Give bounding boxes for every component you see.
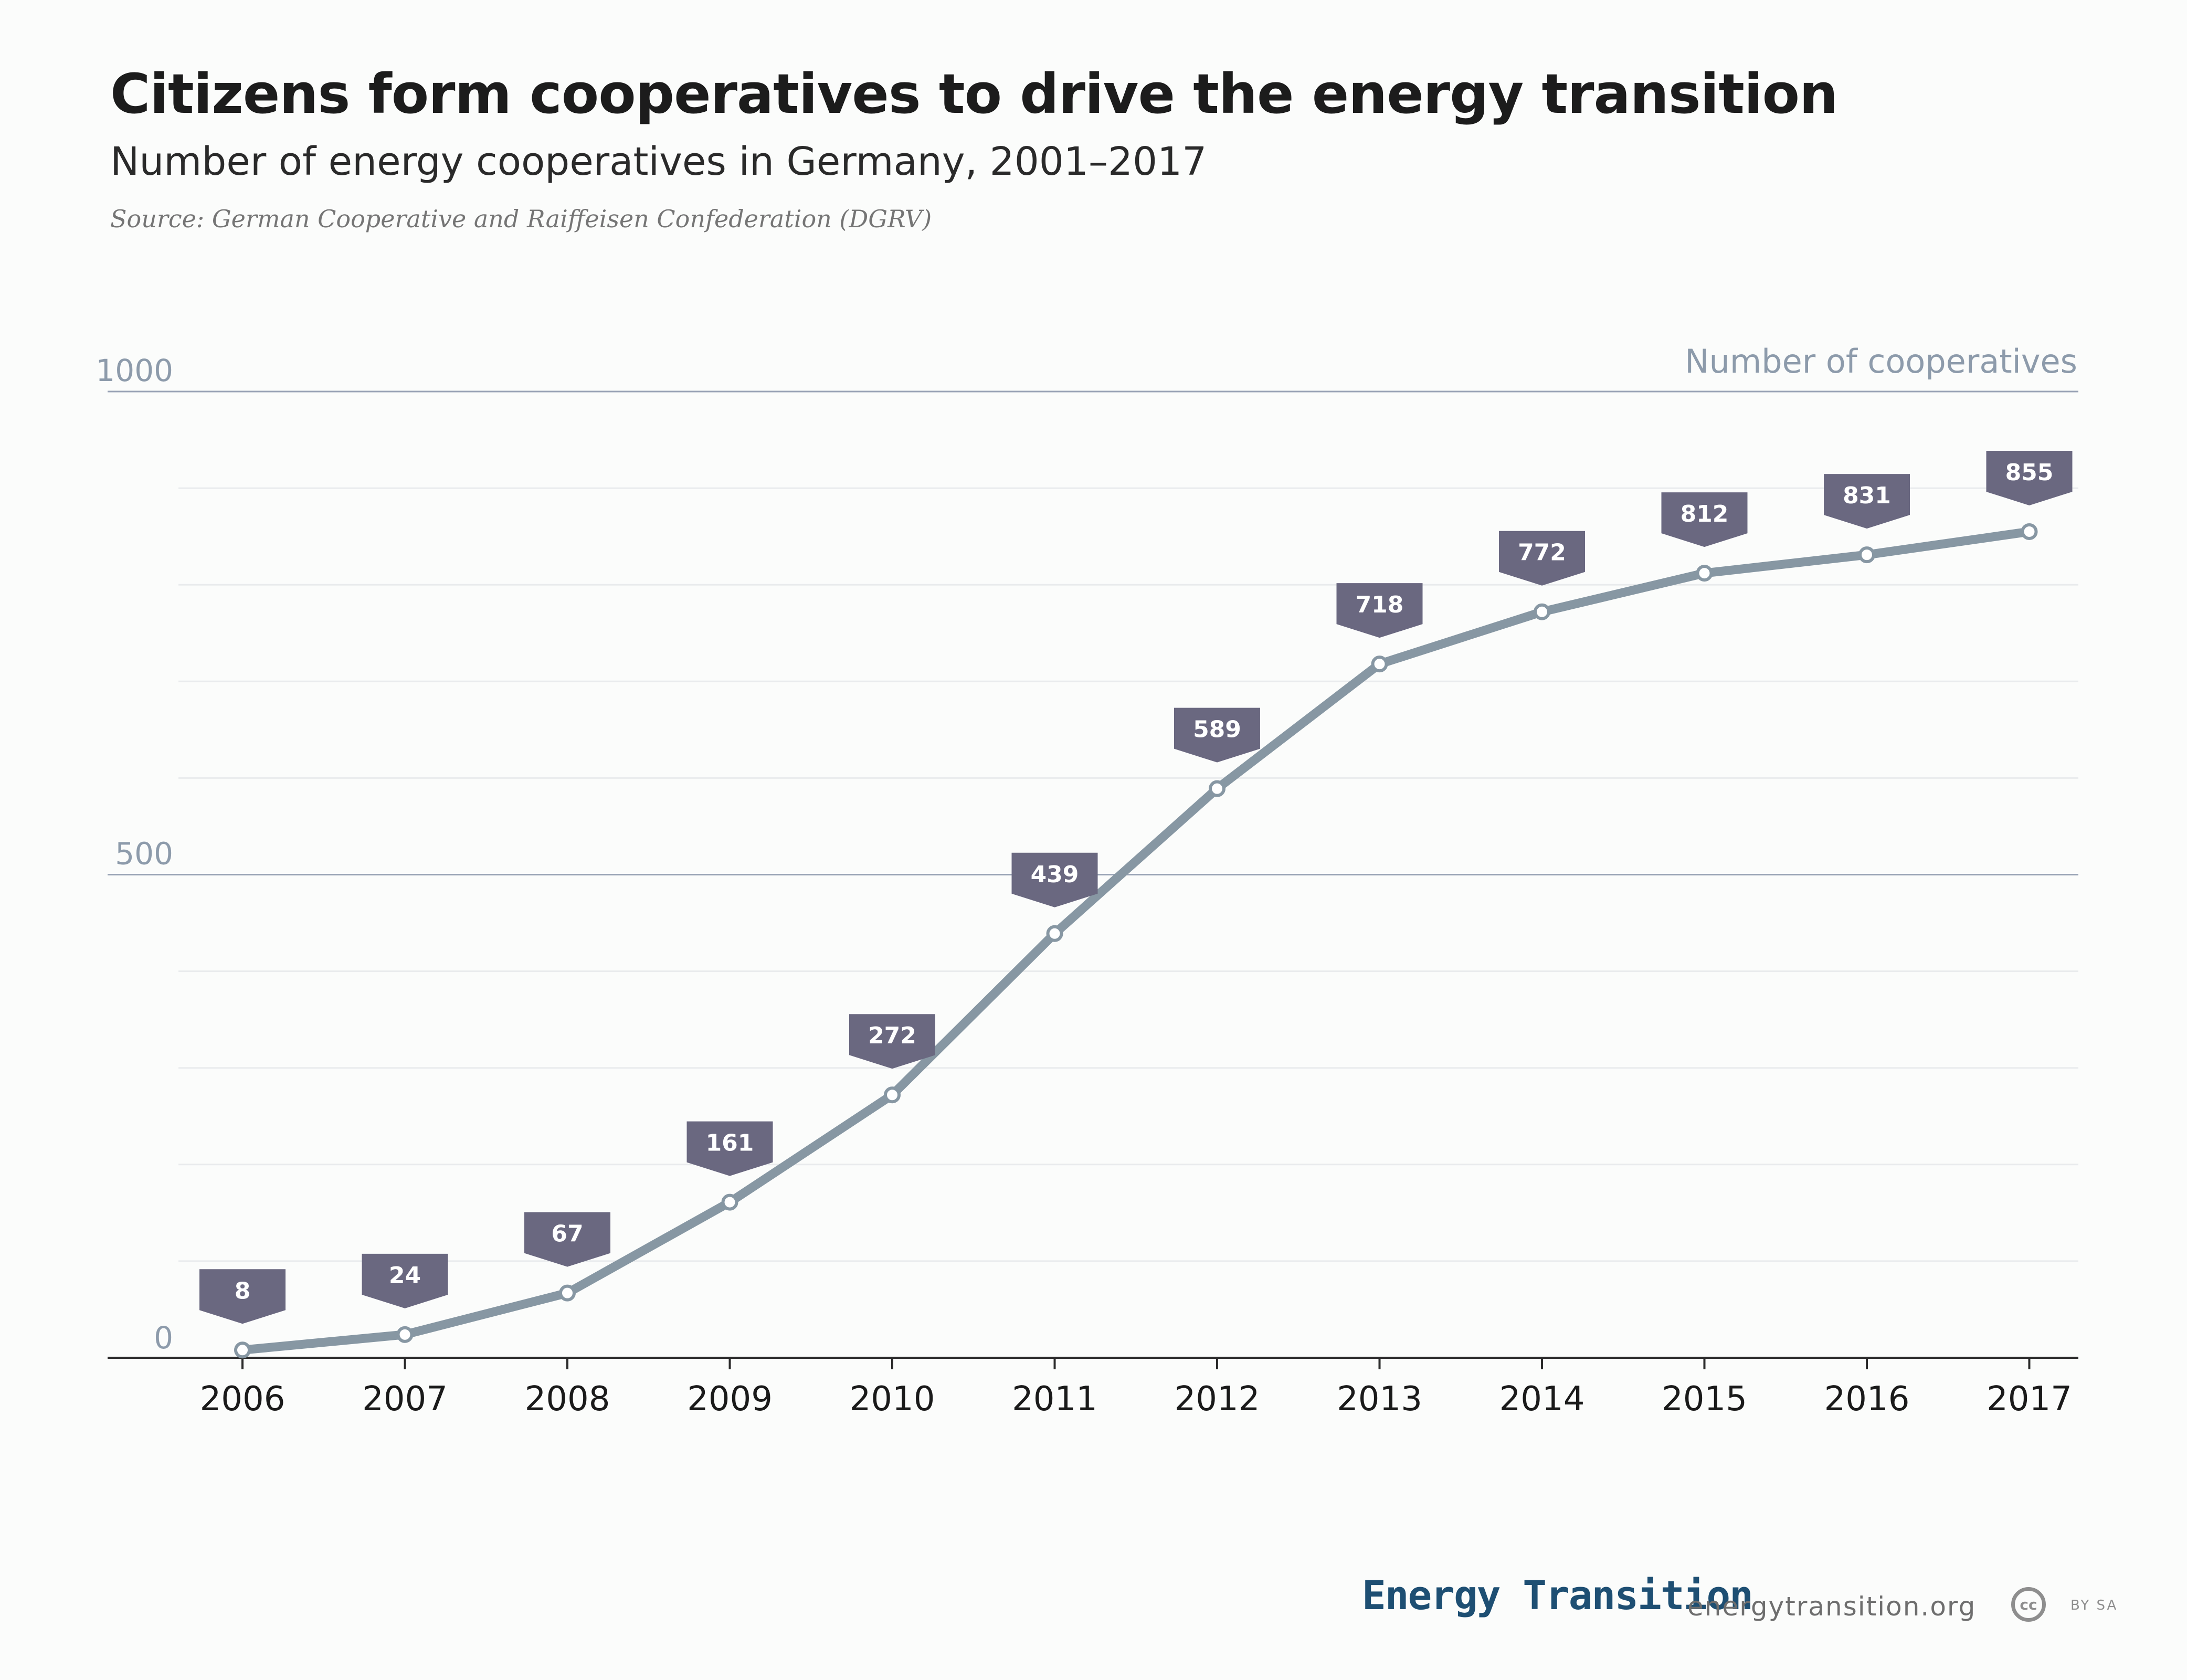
data-labels: 8 24 67 161 272 439 589 718 772 812 831 855 [199, 450, 2073, 1324]
data-label-box [1824, 474, 1910, 529]
data-label: 67 [551, 1221, 583, 1248]
data-point [721, 1193, 738, 1211]
x-tick-label: 2017 [1987, 1380, 2072, 1419]
footer-url[interactable]: energytransition.org [1687, 1591, 1977, 1622]
data-label: 855 [2005, 459, 2054, 486]
data-label: 812 [1681, 501, 1729, 527]
data-label-box [199, 1269, 286, 1324]
x-tick-label: 2012 [1175, 1380, 1260, 1419]
x-tick-label: 2007 [362, 1380, 448, 1419]
energy-transition-logo: Energy Transition [1362, 1572, 1753, 1619]
chart-source: Source: German Cooperative and Raiffeise… [110, 205, 932, 233]
x-axis-ticks: 2006 2007 2008 2009 2010 2011 2012 2013 2014 2015… [200, 1358, 2072, 1419]
y-tick-label: 0 [154, 1320, 173, 1356]
data-point [2021, 523, 2038, 540]
data-point [234, 1341, 251, 1359]
x-tick-label: 2006 [200, 1380, 286, 1419]
data-label-box [1174, 707, 1260, 763]
y-tick-label: 1000 [96, 353, 173, 388]
x-tick-label: 2015 [1662, 1380, 1747, 1419]
data-point [1209, 780, 1225, 797]
y-tick-label: 500 [115, 836, 173, 872]
x-tick-label: 2014 [1499, 1380, 1585, 1419]
data-label-box [1499, 531, 1585, 586]
chart-subtitle: Number of energy cooperatives in Germany… [110, 139, 1207, 184]
data-label-box [849, 1014, 935, 1069]
data-label: 772 [1518, 540, 1566, 566]
data-point [396, 1326, 414, 1343]
data-point [1534, 603, 1550, 620]
data-label-box [362, 1253, 448, 1308]
data-label: 831 [1843, 482, 1891, 509]
data-label: 439 [1031, 861, 1079, 888]
data-label: 589 [1193, 716, 1241, 743]
data-label: 718 [1356, 591, 1404, 618]
data-label-box [1336, 583, 1423, 638]
data-label-box [1661, 492, 1748, 547]
creative-commons-icon: cc [2011, 1587, 2046, 1622]
data-label-box [686, 1121, 773, 1176]
data-point [884, 1086, 901, 1104]
data-point [1371, 656, 1388, 673]
data-points [234, 523, 2038, 1359]
data-label: 24 [389, 1262, 421, 1289]
data-label-box [524, 1212, 610, 1267]
data-label-box [1011, 852, 1098, 907]
data-label-box [1986, 450, 2073, 505]
x-tick-label: 2009 [687, 1380, 773, 1419]
y-axis-tick-labels: 0 500 1000 [96, 353, 173, 1356]
major-gridlines [108, 390, 2078, 875]
x-tick-label: 2016 [1824, 1380, 1910, 1419]
data-point [1696, 565, 1713, 582]
series-line [238, 527, 2034, 1355]
x-tick-label: 2010 [850, 1380, 935, 1419]
data-point [1858, 546, 1875, 564]
y-axis-label: Number of cooperatives [1685, 342, 2077, 381]
x-tick-label: 2008 [525, 1380, 610, 1419]
data-label: 161 [706, 1130, 754, 1157]
data-point [1046, 925, 1063, 942]
license-text: BY SA [2070, 1598, 2118, 1613]
x-tick-label: 2013 [1337, 1380, 1422, 1419]
chart-title: Citizens form cooperatives to drive the … [110, 62, 1838, 126]
data-point [559, 1284, 576, 1302]
data-label: 272 [868, 1022, 916, 1049]
data-label: 8 [235, 1277, 251, 1304]
minor-gridlines [178, 487, 2078, 1262]
x-tick-label: 2011 [1012, 1380, 1097, 1419]
